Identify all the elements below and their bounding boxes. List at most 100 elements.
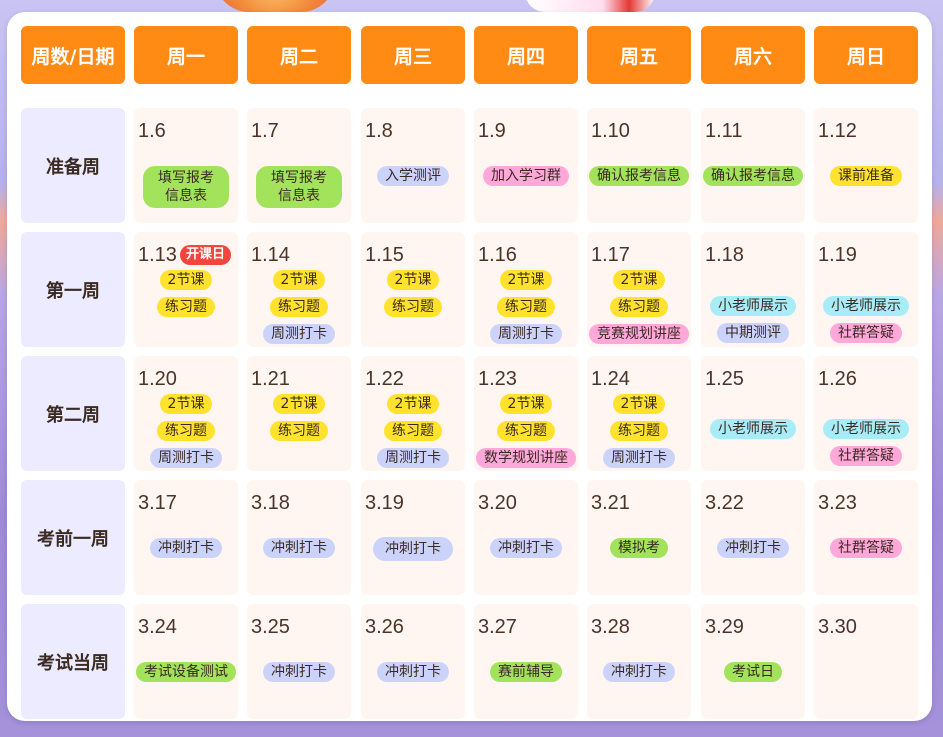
task-tag[interactable]: 社群答疑 — [830, 323, 902, 343]
task-tag[interactable]: 确认报考信息 — [589, 166, 689, 186]
corner-header: 周数/日期 — [21, 26, 125, 84]
day-cell[interactable]: 1.20 2节课 练习题 周测打卡 — [134, 356, 238, 471]
day-cell[interactable]: 1.12 课前准备 — [814, 108, 918, 223]
task-tag[interactable]: 入学测评 — [377, 166, 449, 186]
task-tag[interactable]: 中期测评 — [717, 323, 789, 343]
day-cell[interactable]: 1.21 2节课 练习题 — [247, 356, 351, 471]
day-cell[interactable]: 3.22 冲刺打卡 — [701, 480, 805, 595]
task-tag[interactable]: 冲刺打卡 — [603, 662, 675, 682]
cell-date: 1.16 — [478, 244, 517, 266]
cell-date: 1.10 — [591, 120, 630, 142]
task-tag[interactable]: 冲刺打卡 — [377, 662, 449, 682]
task-tag[interactable]: 练习题 — [157, 297, 215, 317]
task-tags: 小老师展示 — [701, 419, 805, 439]
task-tag[interactable]: 2节课 — [612, 394, 666, 414]
task-tag[interactable]: 练习题 — [610, 297, 668, 317]
task-tag[interactable]: 模拟考 — [610, 538, 668, 558]
task-tag[interactable]: 周测打卡 — [150, 448, 222, 468]
cell-date: 3.20 — [478, 492, 517, 514]
day-cell[interactable]: 3.30 — [814, 604, 918, 719]
day-cell[interactable]: 1.14 2节课 练习题 周测打卡 — [247, 232, 351, 347]
task-tag[interactable]: 小老师展示 — [710, 296, 796, 316]
day-cell[interactable]: 3.28 冲刺打卡 — [587, 604, 691, 719]
task-tag[interactable]: 练习题 — [157, 421, 215, 441]
day-cell[interactable]: 1.16 2节课练习题周测打卡 — [474, 232, 578, 347]
task-tag[interactable]: 加入学习群 — [483, 166, 569, 186]
task-tag[interactable]: 2节课 — [159, 394, 213, 414]
day-cell[interactable]: 1.9 加入学习群 — [474, 108, 578, 223]
day-cell[interactable]: 1.22 2节课 练习题 周测打卡 — [361, 356, 465, 471]
task-tag[interactable]: 练习题 — [270, 297, 328, 317]
task-tag[interactable]: 练习题 — [384, 297, 442, 317]
task-tag[interactable]: 练习题 — [270, 421, 328, 441]
task-tag[interactable]: 2节课 — [386, 270, 440, 290]
task-tag[interactable]: 赛前辅导 — [490, 662, 562, 682]
task-tag[interactable]: 冲刺打卡 — [263, 662, 335, 682]
task-tag[interactable]: 练习题 — [497, 421, 555, 441]
day-cell[interactable]: 3.23 社群答疑 — [814, 480, 918, 595]
task-tag[interactable]: 小老师展示 — [823, 296, 909, 316]
task-tag[interactable]: 确认报考信息 — [703, 166, 803, 186]
task-tag[interactable]: 2节课 — [386, 394, 440, 414]
task-tag[interactable]: 2节课 — [159, 270, 213, 290]
task-tag[interactable]: 周测打卡 — [263, 324, 335, 344]
day-cell[interactable]: 3.27 赛前辅导 — [474, 604, 578, 719]
day-cell[interactable]: 1.17 2节课 练习题 竞赛规划讲座 — [587, 232, 691, 347]
day-cell[interactable]: 3.19 冲刺打卡 — [361, 480, 465, 595]
task-tag[interactable]: 2节课 — [499, 394, 553, 414]
task-tag[interactable]: 周测打卡 — [490, 324, 562, 344]
task-tags: 2节课练习题 — [134, 270, 238, 317]
header-ribbon-decoration — [525, 0, 655, 12]
task-tag[interactable]: 2节课 — [272, 270, 326, 290]
day-cell[interactable]: 3.25 冲刺打卡 — [247, 604, 351, 719]
task-tag[interactable]: 2节课 — [272, 394, 326, 414]
task-tag[interactable]: 练习题 — [384, 421, 442, 441]
day-cell[interactable]: 1.24 2节课 练习题 周测打卡 — [587, 356, 691, 471]
day-header-thu: 周四 — [474, 26, 578, 84]
task-tag[interactable]: 考试日 — [724, 662, 782, 682]
task-tag[interactable]: 社群答疑 — [830, 446, 902, 466]
day-header-sat: 周六 — [701, 26, 805, 84]
day-cell[interactable]: 1.25 小老师展示 — [701, 356, 805, 471]
task-tag[interactable]: 填写报考信息表 — [143, 166, 229, 208]
task-tag[interactable]: 周测打卡 — [603, 448, 675, 468]
day-cell[interactable]: 3.17 冲刺打卡 — [134, 480, 238, 595]
task-tag[interactable]: 冲刺打卡 — [373, 537, 453, 561]
day-cell[interactable]: 3.29 考试日 — [701, 604, 805, 719]
day-cell[interactable]: 3.20 冲刺打卡 — [474, 480, 578, 595]
task-tag[interactable]: 小老师展示 — [823, 419, 909, 439]
day-cell[interactable]: 1.19 小老师展示 社群答疑 — [814, 232, 918, 347]
task-tag[interactable]: 冲刺打卡 — [150, 538, 222, 558]
day-cell[interactable]: 1.13 开课日 2节课 练习题 — [134, 232, 238, 347]
task-tags: 考试日 — [701, 662, 805, 682]
day-cell[interactable]: 1.26 小老师展示 社群答疑 — [814, 356, 918, 471]
task-tag[interactable]: 考试设备测试 — [136, 662, 236, 682]
day-cell[interactable]: 1.23 2节课 练习题 数学规划讲座 — [474, 356, 578, 471]
task-tag[interactable]: 冲刺打卡 — [263, 538, 335, 558]
task-tag[interactable]: 数学规划讲座 — [476, 448, 576, 468]
task-tag[interactable]: 填写报考信息表 — [256, 166, 342, 208]
task-tag[interactable]: 练习题 — [497, 297, 555, 317]
day-cell[interactable]: 3.24 考试设备测试 — [134, 604, 238, 719]
task-tags: 冲刺打卡 — [361, 662, 465, 682]
task-tag[interactable]: 冲刺打卡 — [717, 538, 789, 558]
day-cell[interactable]: 1.15 2节课 练习题 — [361, 232, 465, 347]
task-tag[interactable]: 冲刺打卡 — [490, 538, 562, 558]
task-tag[interactable]: 课前准备 — [830, 166, 902, 186]
day-cell[interactable]: 1.8 入学测评 — [361, 108, 465, 223]
day-cell[interactable]: 3.26 冲刺打卡 — [361, 604, 465, 719]
day-cell[interactable]: 3.18 冲刺打卡 — [247, 480, 351, 595]
task-tag[interactable]: 2节课 — [499, 270, 553, 290]
day-cell[interactable]: 1.11 确认报考信息 — [701, 108, 805, 223]
task-tag[interactable]: 小老师展示 — [710, 419, 796, 439]
task-tag[interactable]: 竞赛规划讲座 — [589, 324, 689, 344]
day-cell[interactable]: 1.7 填写报考信息表 — [247, 108, 351, 223]
day-cell[interactable]: 3.21 模拟考 — [587, 480, 691, 595]
task-tag[interactable]: 2节课 — [612, 270, 666, 290]
task-tag[interactable]: 社群答疑 — [830, 538, 902, 558]
day-cell[interactable]: 1.10 确认报考信息 — [587, 108, 691, 223]
task-tag[interactable]: 练习题 — [610, 421, 668, 441]
day-cell[interactable]: 1.6 填写报考信息表 — [134, 108, 238, 223]
task-tag[interactable]: 周测打卡 — [377, 448, 449, 468]
day-cell[interactable]: 1.18 小老师展示 中期测评 — [701, 232, 805, 347]
